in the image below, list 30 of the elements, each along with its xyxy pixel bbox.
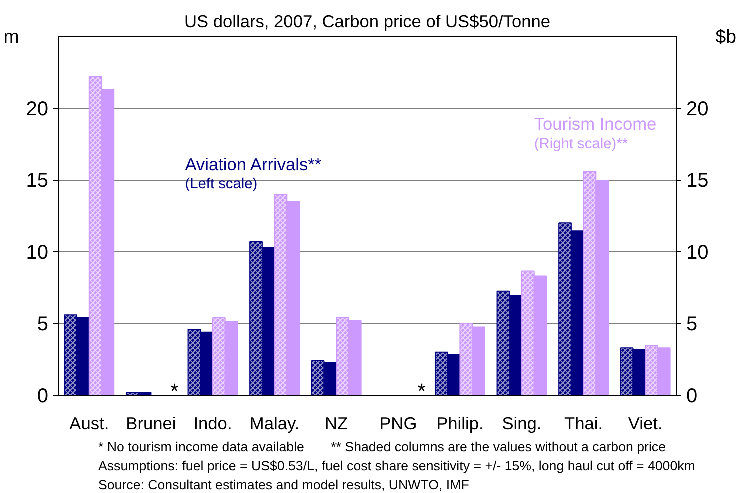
text: Aviation Arrivals** (Left scale) bbox=[185, 154, 322, 193]
x-tick-label: Malay. bbox=[250, 414, 300, 434]
x-tick-label: Brunei bbox=[126, 414, 176, 434]
y2-tick-label: 5 bbox=[686, 314, 698, 336]
x-tick-label: Viet. bbox=[628, 414, 663, 434]
x-tick-label: Aust. bbox=[70, 414, 110, 434]
y-tick-label: 15 bbox=[26, 170, 49, 192]
y2-tick-label: 10 bbox=[686, 242, 709, 264]
y2-axis-title: $b bbox=[716, 26, 737, 47]
source-note: Source: Consultant estimates and model results, UNWTO, IMF bbox=[98, 478, 470, 492]
annotation: * bbox=[418, 380, 426, 404]
x-tick-label: Sing. bbox=[502, 414, 542, 434]
y2-tick-label: 20 bbox=[686, 98, 709, 120]
x-tick-label: PNG bbox=[380, 414, 418, 434]
y-axis-title: m bbox=[4, 26, 20, 47]
annotation: * bbox=[170, 380, 179, 404]
text: * No tourism income data available ** Shaded columns are the values without a carbon price bbox=[98, 440, 666, 454]
y2-tick-label: 0 bbox=[686, 386, 698, 408]
y-tick-label: 20 bbox=[26, 98, 49, 120]
y-tick-label: 5 bbox=[37, 314, 48, 336]
x-tick-label: Thai. bbox=[564, 414, 604, 434]
x-tick-label: Philip. bbox=[436, 414, 484, 434]
y-tick-label: 10 bbox=[26, 242, 49, 264]
chart-title: US dollars, 2007, Carbon price of US$50/Tonne bbox=[184, 12, 551, 32]
x-tick-label: Indo. bbox=[194, 414, 232, 434]
y-tick-label: 0 bbox=[37, 386, 48, 408]
y2-tick-label: 15 bbox=[686, 170, 709, 192]
x-tick-label: NZ bbox=[325, 414, 349, 434]
text: Tourism Income (Right scale)** bbox=[534, 114, 657, 152]
text: Assumptions: fuel price = US$0.53/L, fuel cost share sensitivity = +/- 15%, long haul cut off = 4000km bbox=[98, 458, 696, 474]
